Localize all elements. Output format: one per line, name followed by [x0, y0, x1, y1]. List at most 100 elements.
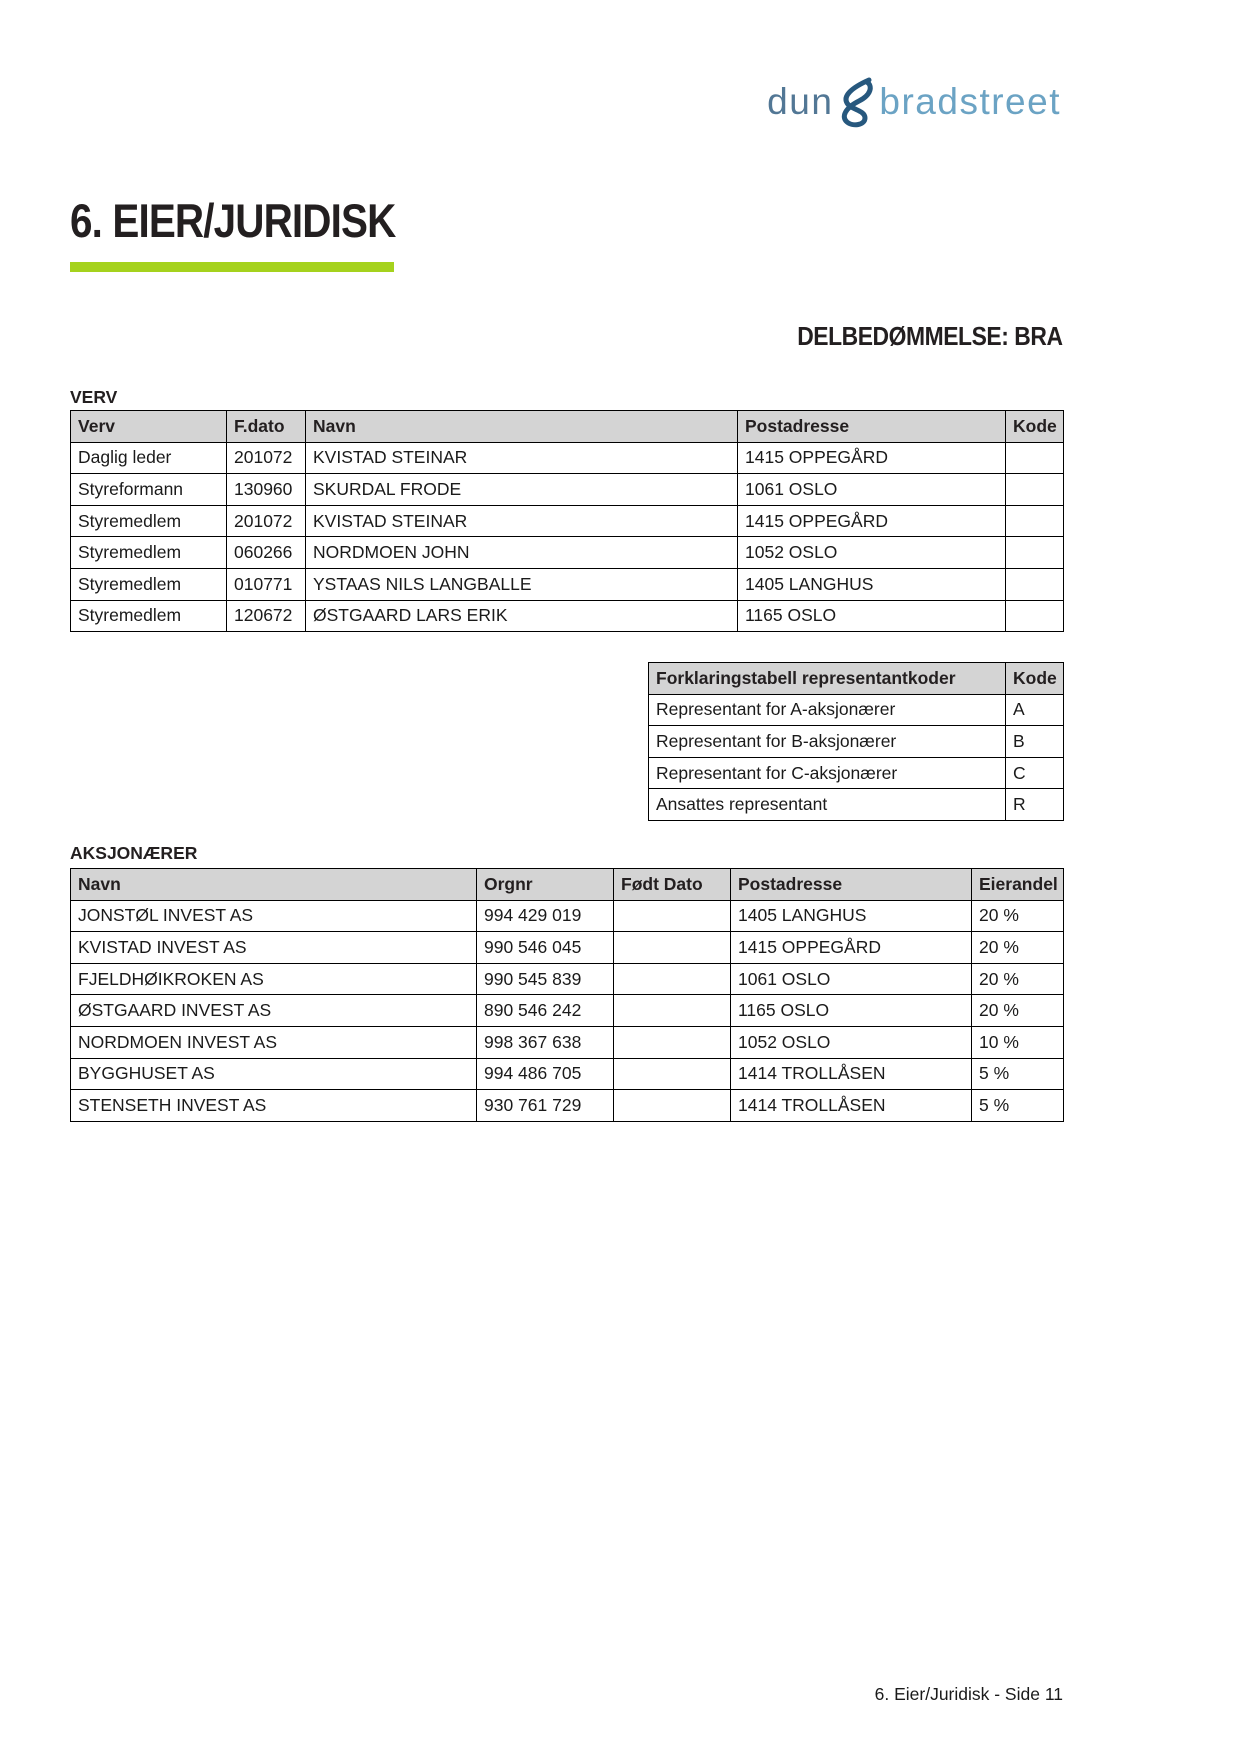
dun-bradstreet-logo: dun bradstreet — [767, 76, 1061, 128]
table-row: Styremedlem 201072 KVISTAD STEINAR 1415 OPP… — [70, 504, 1064, 538]
column-header: Født Dato — [613, 868, 731, 901]
table-cell — [613, 899, 731, 933]
table-cell: 201072 — [226, 504, 306, 538]
table-cell — [1005, 536, 1064, 569]
shareholders-section-label: AKSJONÆRER — [70, 843, 198, 863]
table-row: Ansattes representant R — [648, 788, 1064, 821]
table-cell: Daglig leder — [70, 441, 227, 475]
logo-text-bradstreet: bradstreet — [879, 81, 1061, 122]
table-cell: B — [1005, 725, 1064, 758]
table-row: Representant for C-aksjonærer C — [648, 756, 1064, 790]
verv-table-header-row: Verv F.dato Navn Postadresse Kode — [70, 410, 1064, 443]
shareholders-table-body: JONSTØL INVEST AS 994 429 019 1405 LANGHUS… — [70, 899, 1064, 1122]
table-cell: 930 761 729 — [476, 1089, 614, 1122]
table-cell: 20 % — [971, 899, 1064, 933]
table-cell: 5 % — [971, 1057, 1064, 1091]
table-cell: FJELDHØIKROKEN AS — [70, 962, 477, 996]
table-cell: 994 486 705 — [476, 1057, 614, 1091]
shareholders-table: Navn Orgnr Født Dato Postadresse Eierandel J… — [70, 868, 1064, 1122]
table-row: JONSTØL INVEST AS 994 429 019 1405 LANGHUS… — [70, 899, 1064, 933]
table-cell — [1005, 599, 1064, 633]
table-cell — [1005, 441, 1064, 475]
table-cell: 20 % — [971, 994, 1064, 1027]
table-cell: 1405 LANGHUS — [730, 899, 972, 933]
table-cell: Styremedlem — [70, 504, 227, 538]
table-cell: 990 546 045 — [476, 931, 614, 964]
table-cell: 1061 OSLO — [737, 473, 1006, 506]
table-cell — [1005, 504, 1064, 538]
ampersand-icon — [835, 76, 877, 128]
page-title: 6. EIER/JURIDISK — [70, 194, 396, 247]
column-header: Navn — [305, 410, 738, 443]
table-cell: BYGGHUSET AS — [70, 1057, 477, 1091]
representative-codes-table: Forklaringstabell representantkoder Kode … — [648, 662, 1064, 821]
column-header: Eierandel — [971, 868, 1064, 901]
table-cell: C — [1005, 756, 1064, 790]
table-row: ØSTGAARD INVEST AS 890 546 242 1165 OSLO 20… — [70, 994, 1064, 1027]
table-cell: 1415 OPPEGÅRD — [737, 504, 1006, 538]
column-header: Orgnr — [476, 868, 614, 901]
table-cell: 1052 OSLO — [737, 536, 1006, 569]
table-row: Styremedlem 120672 ØSTGAARD LARS ERIK 1165 … — [70, 599, 1064, 633]
table-cell: 1052 OSLO — [730, 1025, 972, 1059]
table-cell: NORDMOEN INVEST AS — [70, 1025, 477, 1059]
column-header: Navn — [70, 868, 477, 901]
table-cell: Styremedlem — [70, 599, 227, 633]
table-cell: ØSTGAARD LARS ERIK — [305, 599, 738, 633]
table-cell — [1005, 473, 1064, 506]
verv-section-label: VERV — [70, 387, 118, 407]
table-cell: SKURDAL FRODE — [305, 473, 738, 506]
table-cell: KVISTAD STEINAR — [305, 504, 738, 538]
table-cell: YSTAAS NILS LANGBALLE — [305, 567, 738, 601]
table-row: NORDMOEN INVEST AS 998 367 638 1052 OSLO 10… — [70, 1025, 1064, 1059]
table-cell: 1165 OSLO — [730, 994, 972, 1027]
table-row: KVISTAD INVEST AS 990 546 045 1415 OPPEGÅR… — [70, 931, 1064, 964]
table-row: Representant for A-aksjonærer A — [648, 693, 1064, 727]
table-cell — [613, 1057, 731, 1091]
assessment-text: DELBEDØMMELSE: BRA — [797, 321, 1064, 351]
table-cell: 20 % — [971, 962, 1064, 996]
table-row: Daglig leder 201072 KVISTAD STEINAR 1415 OP… — [70, 441, 1064, 475]
table-cell: 5 % — [971, 1089, 1064, 1122]
column-header: Kode — [1005, 662, 1064, 695]
table-row: Styremedlem 010771 YSTAAS NILS LANGBALLE 14… — [70, 567, 1064, 601]
table-cell: 1061 OSLO — [730, 962, 972, 996]
table-cell: Representant for A-aksjonærer — [648, 693, 1006, 727]
table-cell: 1414 TROLLÅSEN — [730, 1089, 972, 1122]
table-row: Representant for B-aksjonærer B — [648, 725, 1064, 758]
table-cell: 1165 OSLO — [737, 599, 1006, 633]
column-header: Postadresse — [737, 410, 1006, 443]
table-cell: 060266 — [226, 536, 306, 569]
table-cell — [613, 962, 731, 996]
table-cell: A — [1005, 693, 1064, 727]
column-header: Kode — [1005, 410, 1064, 443]
table-row: Styreformann 130960 SKURDAL FRODE 1061 OSLO — [70, 473, 1064, 506]
codes-table-header-row: Forklaringstabell representantkoder Kode — [648, 662, 1064, 695]
table-cell: 010771 — [226, 567, 306, 601]
table-cell: 990 545 839 — [476, 962, 614, 996]
table-cell: KVISTAD STEINAR — [305, 441, 738, 475]
logo-text-dun: dun — [767, 81, 834, 122]
table-cell: JONSTØL INVEST AS — [70, 899, 477, 933]
table-cell: ØSTGAARD INVEST AS — [70, 994, 477, 1027]
table-cell: 998 367 638 — [476, 1025, 614, 1059]
table-row: FJELDHØIKROKEN AS 990 545 839 1061 OSLO 20 … — [70, 962, 1064, 996]
table-cell — [613, 1025, 731, 1059]
table-cell: 1415 OPPEGÅRD — [737, 441, 1006, 475]
table-cell: Representant for C-aksjonærer — [648, 756, 1006, 790]
table-cell: Styremedlem — [70, 536, 227, 569]
table-cell: 130960 — [226, 473, 306, 506]
table-row: BYGGHUSET AS 994 486 705 1414 TROLLÅSEN 5 % — [70, 1057, 1064, 1091]
table-cell — [1005, 567, 1064, 601]
table-cell: Ansattes representant — [648, 788, 1006, 821]
page-footer: 6. Eier/Juridisk - Side 11 — [874, 1684, 1063, 1704]
table-cell: 1415 OPPEGÅRD — [730, 931, 972, 964]
table-cell: 201072 — [226, 441, 306, 475]
table-cell: Representant for B-aksjonærer — [648, 725, 1006, 758]
table-cell: Styremedlem — [70, 567, 227, 601]
table-cell: NORDMOEN JOHN — [305, 536, 738, 569]
table-cell — [613, 994, 731, 1027]
table-cell: 890 546 242 — [476, 994, 614, 1027]
table-cell: 20 % — [971, 931, 1064, 964]
